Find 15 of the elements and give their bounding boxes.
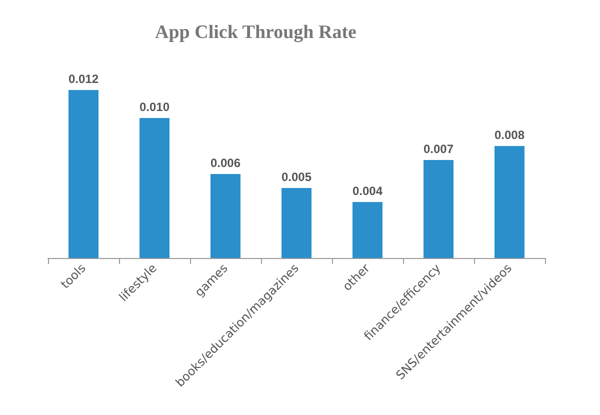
bar [210, 174, 240, 258]
bar [282, 188, 312, 258]
bar [424, 160, 454, 258]
chart-title: App Click Through Rate [155, 22, 356, 43]
data-label: 0.012 [68, 72, 99, 86]
data-label: 0.008 [494, 128, 525, 142]
bar [68, 90, 98, 258]
data-label: 0.010 [139, 100, 170, 114]
bar [352, 202, 382, 258]
bar [494, 146, 524, 258]
data-label: 0.007 [423, 142, 454, 156]
data-label: 0.005 [281, 170, 312, 184]
bar [140, 118, 170, 258]
data-label: 0.004 [352, 184, 383, 198]
data-label: 0.006 [210, 156, 241, 170]
